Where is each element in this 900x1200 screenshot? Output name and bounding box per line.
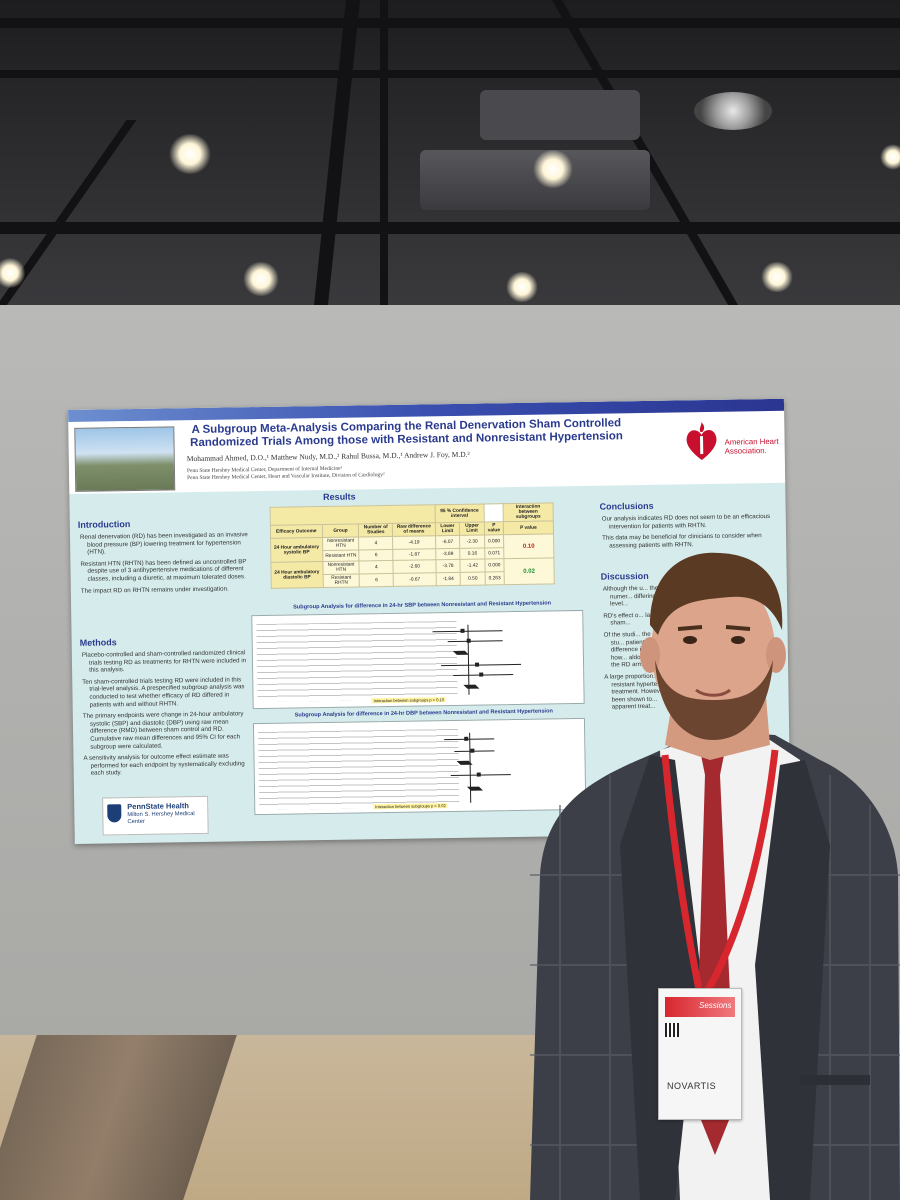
ceiling-light <box>880 144 900 170</box>
bullet: Ten sham-controlled trials testing RD we… <box>82 676 245 709</box>
institution-name: PennState Health <box>127 801 189 812</box>
bullet: Our analysis indicates RD does not seem … <box>601 512 771 531</box>
ceiling-light <box>760 262 794 292</box>
interaction-note: Interaction between subgroups p = 0.02 <box>373 803 448 810</box>
air-duct <box>480 90 640 140</box>
ceiling-light <box>532 150 574 188</box>
column-header: Raw difference of means <box>392 522 436 537</box>
convention-ceiling <box>0 0 900 310</box>
summary-diamond <box>456 760 473 765</box>
ci-header: 95 % Confidence interval <box>434 503 485 523</box>
heart-torch-icon <box>686 422 717 461</box>
table-cell: Nonresistant HTN <box>322 560 360 575</box>
table-cell: -1.87 <box>392 548 436 561</box>
table-cell: -3.78 <box>435 559 461 573</box>
table-cell: -1.84 <box>435 572 461 586</box>
research-poster: A Subgroup Meta-Analysis Comparing the R… <box>68 398 791 844</box>
effect-marker <box>470 748 475 753</box>
table-cell: -1.42 <box>460 558 485 573</box>
effect-marker <box>475 662 480 667</box>
effect-marker <box>466 638 471 643</box>
table-cell: 6 <box>359 549 394 561</box>
table-cell: -2.60 <box>393 559 436 574</box>
column-header: Number of Studies <box>358 523 393 537</box>
table-cell: 6 <box>359 573 394 587</box>
pennstate-health-logo: PennState Health Milton S. Hershey Medic… <box>102 795 209 836</box>
interaction-header: Interaction between subgroups <box>503 502 554 522</box>
ci-line <box>447 640 503 643</box>
ceiling-beam <box>0 222 900 234</box>
effect-marker <box>464 736 469 741</box>
ceiling-girder <box>380 0 388 305</box>
column-header: Upper Limit <box>459 521 485 536</box>
ceiling-beam <box>0 70 900 78</box>
interaction-note: Interaction between subgroups p = 0.10 <box>371 697 447 704</box>
ceiling-girder <box>313 0 361 305</box>
bullet: Resistant HTN (RHTN) has been defined as… <box>80 557 247 583</box>
methods-heading: Methods <box>79 637 117 648</box>
effect-marker <box>476 772 481 777</box>
ceiling-light <box>168 134 212 174</box>
aha-logo-text: American Heart Association. <box>724 436 779 456</box>
ceiling-light <box>0 258 26 288</box>
column-header: Efficacy Outcome <box>270 524 323 539</box>
table-cell: 4 <box>359 560 394 574</box>
qr-code-icon <box>665 1023 679 1037</box>
introduction-bullets: Renal denervation (RD) has been investig… <box>80 531 249 599</box>
table-cell: -2.30 <box>459 534 485 549</box>
poster-header: A Subgroup Meta-Analysis Comparing the R… <box>68 398 786 494</box>
column-header: P value <box>503 520 554 535</box>
table-cell: 24 Hour ambulatory systolic BP <box>270 537 323 563</box>
table-cell: Resistant RHTN <box>322 573 360 588</box>
hospital-photo <box>74 426 176 492</box>
bullet: Renal denervation (RD) has been investig… <box>79 531 248 556</box>
ceiling-beam <box>0 18 900 28</box>
bullet: Placebo-controlled and sham-controlled r… <box>81 649 247 674</box>
table-cell: Resistant HTN <box>322 549 360 562</box>
column-header: Group <box>322 523 359 538</box>
poster-affiliations: Penn State Hershey Medical Center, Depar… <box>187 461 627 482</box>
table-cell: 4 <box>358 536 393 550</box>
bullet: The impact RD on RHTN remains under inve… <box>80 585 229 595</box>
table-cell: 24 Hour ambulatory diastolic BP <box>270 561 324 589</box>
bullet: The primary endpoints were change in 24-… <box>82 710 244 751</box>
table-cell: 0.50 <box>460 571 486 586</box>
institution-subname: Milton S. Hershey Medical Center <box>127 811 195 826</box>
table-cell: -0.67 <box>393 572 437 587</box>
column-header: P value <box>484 521 504 535</box>
ceiling-vent <box>694 92 772 130</box>
table-cell: -3.89 <box>435 548 461 560</box>
conclusions-heading: Conclusions <box>599 500 654 512</box>
badge-sponsor: NOVARTIS <box>667 1081 717 1091</box>
poster-authors: Mohammad Ahmed, D.O.,¹ Matthew Nudy, M.D… <box>186 449 470 464</box>
introduction-heading: Introduction <box>77 519 131 530</box>
shield-icon <box>107 804 122 823</box>
badge-session-text: Sessions <box>699 1001 732 1010</box>
null-line <box>469 732 472 803</box>
table-cell: 0.16 <box>460 547 485 560</box>
ceiling-light <box>505 272 539 302</box>
methods-bullets: Placebo-controlled and sham-controlled r… <box>82 649 252 782</box>
effect-marker <box>460 628 465 633</box>
column-header: Lower Limit <box>435 522 460 536</box>
table-cell: -6.07 <box>435 535 461 549</box>
study-rows <box>256 620 458 703</box>
ceiling-light <box>242 262 280 296</box>
name-badge: Sessions NOVARTIS <box>658 988 742 1120</box>
study-rows <box>258 728 460 811</box>
results-heading: Results <box>323 491 356 503</box>
poster-title: A Subgroup Meta-Analysis Comparing the R… <box>190 417 623 450</box>
table-cell: Nonresistant HTN <box>322 536 360 551</box>
bullet: A sensitivity analysis for outcome effec… <box>83 752 245 778</box>
table-cell: -4.19 <box>392 535 436 550</box>
badge-header <box>665 997 735 1017</box>
summary-diamond <box>463 684 480 689</box>
effect-marker <box>479 672 484 677</box>
